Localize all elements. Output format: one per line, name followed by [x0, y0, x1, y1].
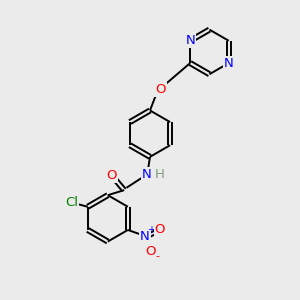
- Text: N: N: [185, 34, 195, 47]
- Text: Cl: Cl: [65, 196, 78, 209]
- Text: N: N: [142, 168, 151, 181]
- Text: O: O: [155, 224, 165, 236]
- Text: -: -: [155, 251, 159, 261]
- Text: H: H: [155, 168, 165, 181]
- Text: O: O: [106, 169, 117, 182]
- Text: O: O: [155, 82, 166, 96]
- Text: N: N: [140, 230, 150, 243]
- Text: O: O: [145, 245, 156, 258]
- Text: N: N: [224, 57, 234, 70]
- Text: +: +: [147, 225, 155, 235]
